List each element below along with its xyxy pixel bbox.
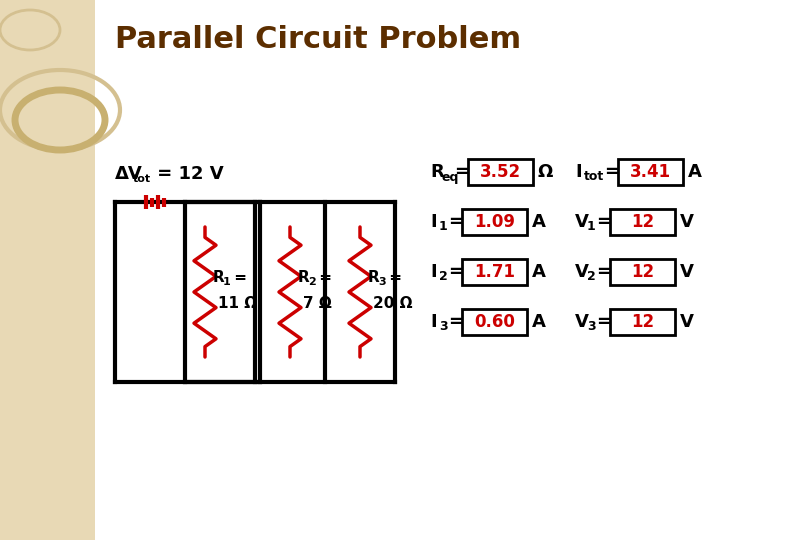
- Text: 2: 2: [308, 277, 316, 287]
- Text: V: V: [575, 263, 589, 281]
- Text: 1: 1: [587, 220, 595, 233]
- Text: 1: 1: [439, 220, 448, 233]
- Text: R: R: [298, 269, 309, 285]
- Bar: [618, 159, 683, 185]
- Text: 0.60: 0.60: [474, 313, 515, 331]
- Text: 12: 12: [631, 313, 654, 331]
- Text: 11 Ω: 11 Ω: [218, 296, 257, 312]
- Text: 3: 3: [587, 321, 595, 334]
- Text: ΔV: ΔV: [115, 165, 143, 183]
- Text: tot: tot: [584, 171, 604, 184]
- Polygon shape: [0, 0, 95, 540]
- Text: I: I: [575, 163, 582, 181]
- Text: tot: tot: [133, 174, 151, 184]
- Text: eq: eq: [441, 171, 458, 184]
- Text: 1.71: 1.71: [474, 263, 515, 281]
- Text: 20 Ω: 20 Ω: [373, 296, 412, 312]
- Bar: [462, 209, 527, 235]
- Text: =: =: [448, 213, 463, 231]
- Text: V: V: [575, 313, 589, 331]
- Text: =: =: [596, 213, 611, 231]
- Text: A: A: [688, 163, 702, 181]
- Text: 3.52: 3.52: [480, 163, 521, 181]
- Text: 1.09: 1.09: [474, 213, 515, 231]
- Text: V: V: [680, 213, 694, 231]
- Text: R: R: [213, 269, 224, 285]
- Text: =: =: [596, 313, 611, 331]
- Text: V: V: [680, 263, 694, 281]
- Text: I: I: [430, 263, 437, 281]
- Text: V: V: [680, 313, 694, 331]
- Text: =: =: [604, 163, 619, 181]
- Text: 3: 3: [378, 277, 386, 287]
- Text: A: A: [532, 313, 546, 331]
- Text: 12: 12: [631, 263, 654, 281]
- Text: R: R: [430, 163, 444, 181]
- Text: Ω: Ω: [538, 163, 553, 181]
- Text: A: A: [532, 263, 546, 281]
- Text: =: =: [448, 313, 463, 331]
- Text: 2: 2: [587, 271, 595, 284]
- Bar: [468, 159, 533, 185]
- Text: 3.41: 3.41: [630, 163, 671, 181]
- Text: 3: 3: [439, 321, 448, 334]
- Bar: [462, 309, 527, 335]
- Text: =: =: [229, 269, 247, 285]
- Bar: [610, 309, 675, 335]
- Text: =: =: [454, 163, 469, 181]
- Text: = 12 V: = 12 V: [151, 165, 224, 183]
- Text: V: V: [575, 213, 589, 231]
- Text: Parallel Circuit Problem: Parallel Circuit Problem: [115, 25, 521, 55]
- Text: =: =: [448, 263, 463, 281]
- Bar: [610, 209, 675, 235]
- Text: =: =: [314, 269, 332, 285]
- Bar: [462, 259, 527, 285]
- Bar: [610, 259, 675, 285]
- Text: I: I: [430, 313, 437, 331]
- Text: 2: 2: [439, 271, 448, 284]
- Text: 1: 1: [223, 277, 231, 287]
- Text: =: =: [596, 263, 611, 281]
- Text: =: =: [384, 269, 402, 285]
- Text: R: R: [368, 269, 380, 285]
- Text: I: I: [430, 213, 437, 231]
- Text: 12: 12: [631, 213, 654, 231]
- Text: A: A: [532, 213, 546, 231]
- Text: 7 Ω: 7 Ω: [303, 296, 332, 312]
